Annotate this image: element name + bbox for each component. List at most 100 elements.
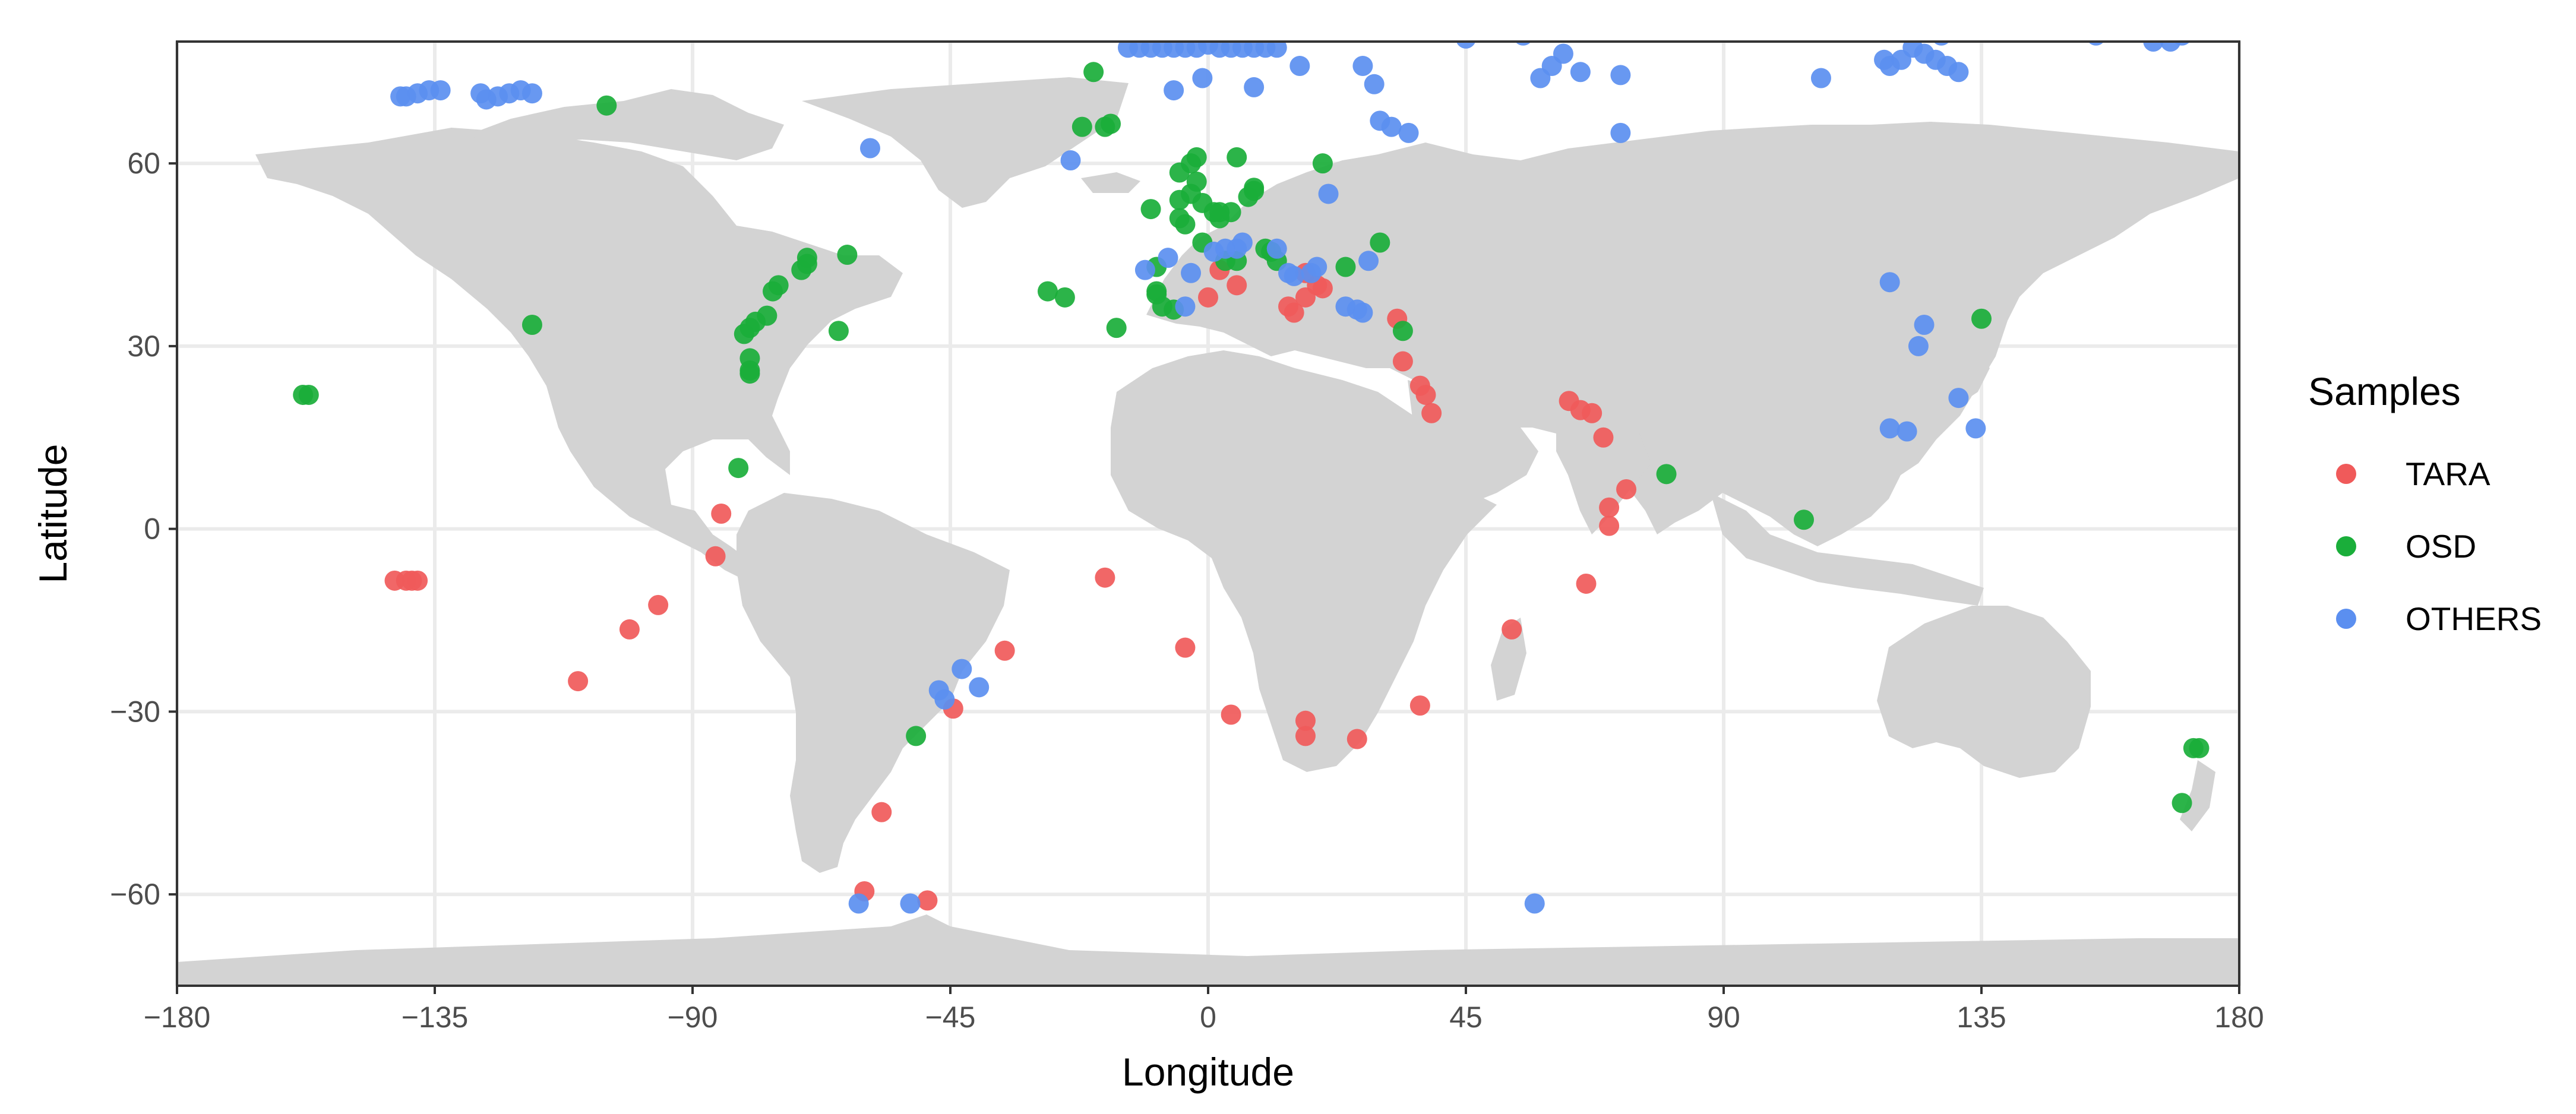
legend-label-others: OTHERS [2406,600,2542,637]
point-tara [619,619,640,640]
point-tara [1095,567,1115,588]
point-osd [1335,257,1356,277]
legend-key-tara [2336,464,2356,484]
point-others [1364,74,1385,94]
point-others [1284,265,1304,286]
x-axis-title: Longitude [1122,1050,1294,1094]
point-others [1851,13,1871,33]
point-others [1192,68,1213,88]
point-tara [1347,729,1367,749]
y-axis-title: Latitude [31,444,75,584]
x-tick-label: −180 [144,1001,211,1034]
y-tick-label: −30 [110,695,160,728]
point-osd [1083,62,1104,83]
land-india [1556,416,1651,534]
point-osd [906,726,927,746]
point-osd [1054,287,1075,308]
point-osd [1221,202,1241,223]
x-tick-label: −90 [668,1001,718,1034]
legend-key-osd [2336,536,2356,556]
point-osd [1186,147,1207,167]
legend-label-tara: TARA [2406,455,2490,492]
y-tick-label: 0 [144,512,160,546]
land-iceland [1081,172,1140,193]
point-others [1810,68,1831,88]
point-osd [1312,153,1333,174]
point-others [1289,56,1310,77]
land-arctic-islands [463,89,784,160]
point-tara [1312,278,1333,299]
point-osd [1227,147,1247,167]
land-south-america [737,493,1010,873]
point-others [2143,42,2164,52]
point-others [1570,62,1591,83]
point-tara [871,802,892,822]
point-others [1690,13,1711,33]
point-tara [1616,479,1637,499]
point-tara [1576,573,1597,594]
point-tara [1198,287,1218,308]
land-australia [1877,606,2091,778]
point-others [2172,19,2192,39]
point-osd [1101,113,1121,134]
point-tara [1582,403,1603,423]
point-osd [1392,321,1413,341]
point-others [1232,232,1253,253]
point-others [1398,122,1419,143]
point-others [1358,251,1379,271]
point-tara [407,570,428,591]
point-osd [596,95,617,116]
point-tara [1415,384,1436,405]
point-others [900,893,921,914]
point-osd [796,248,817,268]
x-tick-label: 180 [2214,1001,2264,1034]
point-osd [521,315,542,335]
y-tick-label: −60 [110,878,160,911]
legend-key-others [2336,609,2356,629]
point-others [969,677,990,698]
x-tick-label: −135 [402,1001,469,1034]
point-others [1364,13,1385,33]
point-osd [837,245,858,265]
point-others [1307,257,1327,277]
legend-title: Samples [2308,369,2461,413]
point-osd [298,384,319,405]
point-tara [711,504,732,524]
point-osd [1140,199,1161,220]
point-tara [1392,351,1413,372]
land-new-zealand [2180,760,2215,831]
point-others [1456,42,1476,49]
point-others [1530,68,1551,88]
point-others [430,80,451,101]
point-osd [757,305,777,326]
x-tick-label: 0 [1200,1001,1216,1034]
point-osd [1370,232,1390,253]
point-tara [1502,619,1522,640]
point-others [1181,262,1202,283]
point-others [1908,336,1929,356]
point-tara [1295,710,1316,731]
point-others [1158,248,1178,268]
point-osd [739,363,760,384]
point-tara [1175,637,1196,658]
point-tara [1599,515,1620,536]
point-others [1914,315,1935,335]
point-others [1914,13,1935,33]
point-tara [1284,302,1304,323]
point-others [1948,62,1969,83]
land-antarctica [177,914,2239,986]
point-others [848,893,869,914]
point-others [1948,388,1969,409]
point-others [1902,13,1923,33]
point-tara [705,546,726,567]
y-axis: −60 −30 0 30 60 [110,147,177,911]
point-osd [828,321,849,341]
point-others [1977,19,1997,39]
data-points [293,13,2210,914]
point-osd [1175,214,1196,235]
point-osd [1037,281,1058,302]
point-osd [2189,738,2210,758]
point-osd [1794,509,1815,530]
point-tara [1599,497,1620,518]
